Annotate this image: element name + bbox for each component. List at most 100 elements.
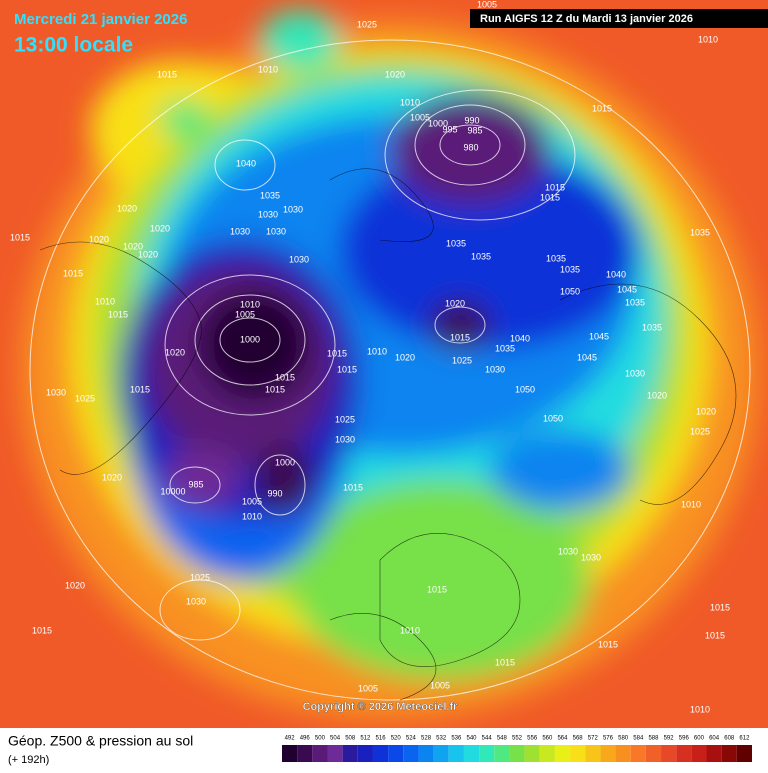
scale-label: 612 bbox=[739, 736, 750, 742]
scale-label: 552 bbox=[512, 736, 523, 742]
scale-swatch bbox=[570, 745, 586, 762]
scale-label: 588 bbox=[648, 736, 659, 742]
scale-swatch bbox=[661, 745, 677, 762]
scale-swatch bbox=[372, 745, 389, 762]
scale-swatch bbox=[327, 745, 343, 762]
scale-label: 592 bbox=[664, 736, 675, 742]
scale-label: 500 bbox=[315, 736, 326, 742]
pressure-label: 1020 bbox=[385, 69, 405, 79]
pressure-label: 1035 bbox=[446, 238, 466, 248]
pressure-label: 1040 bbox=[606, 269, 626, 279]
pressure-label: 1030 bbox=[625, 368, 645, 378]
pressure-label: 1045 bbox=[577, 352, 597, 362]
scale-label: 584 bbox=[633, 736, 644, 742]
pressure-label: 1050 bbox=[560, 286, 580, 296]
pressure-label: 1010 bbox=[242, 511, 262, 521]
pressure-label: 1050 bbox=[515, 384, 535, 394]
pressure-label: 1000 bbox=[240, 334, 260, 344]
pressure-label: 1025 bbox=[357, 19, 377, 29]
pressure-label: 1010 bbox=[258, 64, 278, 74]
scale-swatch bbox=[615, 745, 631, 762]
scale-swatch bbox=[357, 745, 373, 762]
scale-swatch bbox=[448, 745, 464, 762]
pressure-label: 1030 bbox=[581, 552, 601, 562]
pressure-label: 1045 bbox=[589, 331, 609, 341]
pressure-label: 995 bbox=[442, 124, 457, 134]
pressure-label: 1015 bbox=[32, 625, 52, 635]
scale-swatch bbox=[630, 745, 646, 762]
scale-swatch bbox=[676, 745, 692, 762]
pressure-label: 1030 bbox=[230, 226, 250, 236]
pressure-label: 1015 bbox=[157, 69, 177, 79]
scale-swatch bbox=[494, 745, 510, 762]
scale-label: 520 bbox=[391, 736, 402, 742]
pressure-label: 1010 bbox=[367, 346, 387, 356]
pressure-label: 1015 bbox=[450, 332, 470, 342]
pressure-label: 1025 bbox=[690, 426, 710, 436]
pressure-label: 1020 bbox=[165, 347, 185, 357]
scale-swatch bbox=[706, 745, 722, 762]
scale-label: 524 bbox=[406, 736, 417, 742]
pressure-label: 1015 bbox=[705, 630, 725, 640]
scale-label: 532 bbox=[436, 736, 447, 742]
pressure-label: 1015 bbox=[592, 103, 612, 113]
time: 13:00 locale bbox=[14, 34, 133, 57]
pressure-label: 1010 bbox=[400, 625, 420, 635]
pressure-label: 1015 bbox=[337, 364, 357, 374]
pressure-label: 1015 bbox=[710, 602, 730, 612]
pressure-label: 1035 bbox=[546, 253, 566, 263]
scale-label: 548 bbox=[497, 736, 508, 742]
copyright: Copyright © 2026 Meteociel.fr bbox=[303, 701, 459, 713]
pressure-label: 1015 bbox=[63, 268, 83, 278]
pressure-label: 1010 bbox=[400, 97, 420, 107]
pressure-label: 985 bbox=[188, 479, 203, 489]
pressure-label: 1015 bbox=[130, 384, 150, 394]
scale-label: 536 bbox=[451, 736, 462, 742]
pressure-label: 1000 bbox=[428, 118, 448, 128]
scale-label: 544 bbox=[482, 736, 493, 742]
scale-swatch bbox=[297, 745, 313, 762]
scale-swatch bbox=[418, 745, 434, 762]
pressure-label: 1025 bbox=[190, 572, 210, 582]
pressure-label: 1015 bbox=[265, 384, 285, 394]
date: Mercredi 21 janvier 2026 bbox=[14, 11, 187, 28]
isobars bbox=[29, 39, 751, 701]
legend-lead: (+ 192h) bbox=[8, 754, 49, 766]
pressure-label: 1015 bbox=[275, 372, 295, 382]
pressure-label: 1020 bbox=[102, 472, 122, 482]
pressure-label: 1030 bbox=[46, 387, 66, 397]
scale-label: 596 bbox=[679, 736, 690, 742]
pressure-label: 1040 bbox=[236, 158, 256, 168]
scale-label: 516 bbox=[376, 736, 387, 742]
scale-label: 600 bbox=[694, 736, 705, 742]
run-box bbox=[470, 9, 768, 28]
pressure-label: 1030 bbox=[335, 434, 355, 444]
pressure-label: 1035 bbox=[625, 297, 645, 307]
pressure-label: 1020 bbox=[150, 223, 170, 233]
pressure-label: 990 bbox=[464, 115, 479, 125]
scale-swatch bbox=[282, 745, 298, 762]
scale-label: 608 bbox=[724, 736, 735, 742]
pressure-label: 1030 bbox=[266, 226, 286, 236]
pressure-label: 1035 bbox=[471, 251, 491, 261]
pressure-label: 1010 bbox=[95, 296, 115, 306]
pressure-label: 1015 bbox=[327, 348, 347, 358]
scale-label: 568 bbox=[573, 736, 584, 742]
scale-label: 528 bbox=[421, 736, 432, 742]
pressure-label: 985 bbox=[467, 125, 482, 135]
pressure-label: 1020 bbox=[647, 390, 667, 400]
scale-swatch bbox=[524, 745, 540, 762]
legend-title: Géop. Z500 & pression au sol bbox=[8, 733, 193, 749]
pressure-label: 1020 bbox=[395, 352, 415, 362]
scale-swatch bbox=[312, 745, 328, 762]
scale-swatch bbox=[433, 745, 449, 762]
scale-label: 492 bbox=[285, 736, 296, 742]
run: Run AIGFS 12 Z du Mardi 13 janvier 2026 bbox=[480, 13, 693, 25]
pressure-label: 1035 bbox=[642, 322, 662, 332]
scale-label: 508 bbox=[345, 736, 356, 742]
scale-label: 604 bbox=[709, 736, 720, 742]
pressure-label: 1020 bbox=[138, 249, 158, 259]
pressure-label: 1025 bbox=[452, 355, 472, 365]
pressure-label: 1035 bbox=[560, 264, 580, 274]
scale-label: 540 bbox=[467, 736, 478, 742]
